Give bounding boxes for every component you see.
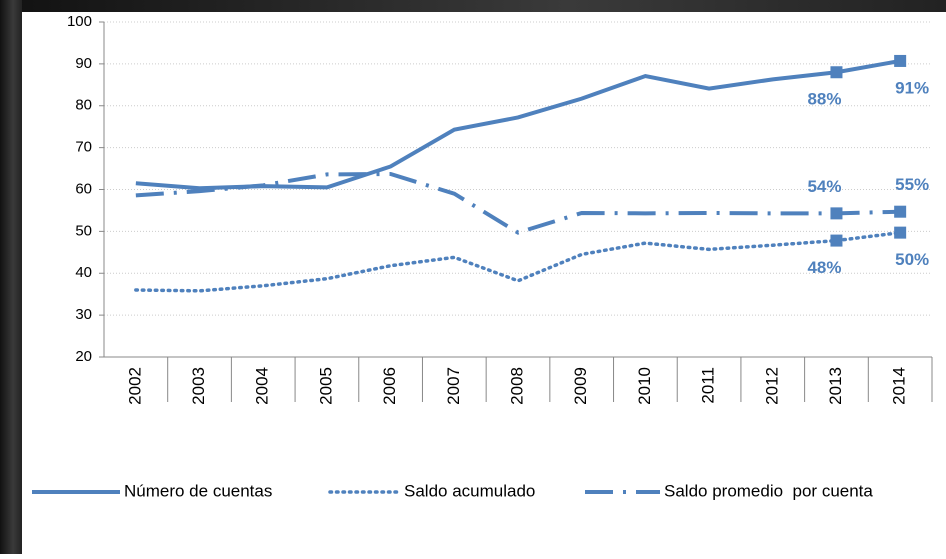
x-tick-label: 2008 [507, 367, 526, 405]
data-marker [894, 227, 906, 239]
legend-label: Saldo acumulado [404, 481, 535, 500]
value-label: 48% [807, 258, 841, 277]
x-tick-label: 2009 [571, 367, 590, 405]
value-label: 55% [895, 175, 929, 194]
x-tick-label: 2014 [890, 367, 909, 405]
y-tick-label: 40 [75, 264, 92, 281]
x-tick-label: 2002 [125, 367, 144, 405]
data-marker [830, 66, 842, 78]
y-tick-label: 80 [75, 97, 92, 114]
value-label: 91% [895, 78, 929, 97]
x-tick-label: 2007 [444, 367, 463, 405]
frame-left [0, 0, 22, 554]
x-tick-label: 2013 [826, 367, 845, 405]
y-tick-label: 70 [75, 139, 92, 156]
data-marker [830, 207, 842, 219]
x-tick-label: 2006 [380, 367, 399, 405]
y-tick-label: 100 [67, 13, 92, 30]
value-label: 54% [807, 177, 841, 196]
x-tick-label: 2012 [762, 367, 781, 405]
y-tick-label: 90 [75, 55, 92, 72]
data-marker [830, 235, 842, 247]
y-tick-label: 20 [75, 348, 92, 365]
legend-label: Saldo promedio por cuenta [664, 481, 873, 500]
y-tick-label: 60 [75, 180, 92, 197]
value-label: 50% [895, 250, 929, 269]
value-label: 88% [807, 90, 841, 109]
background [0, 0, 946, 554]
x-tick-label: 2010 [635, 367, 654, 405]
x-tick-label: 2011 [699, 367, 718, 404]
x-tick-label: 2004 [253, 367, 272, 405]
x-tick-label: 2005 [316, 367, 335, 405]
y-tick-label: 50 [75, 222, 92, 239]
y-tick-label: 30 [75, 306, 92, 323]
data-marker [894, 55, 906, 67]
data-marker [894, 206, 906, 218]
legend-label: Número de cuentas [124, 481, 272, 500]
chart: 20 30 40 50 60 70 80 90 100 2002 2003 2004 2005 2006 2… [0, 0, 946, 554]
frame-top [0, 0, 946, 12]
x-tick-label: 2003 [189, 367, 208, 405]
